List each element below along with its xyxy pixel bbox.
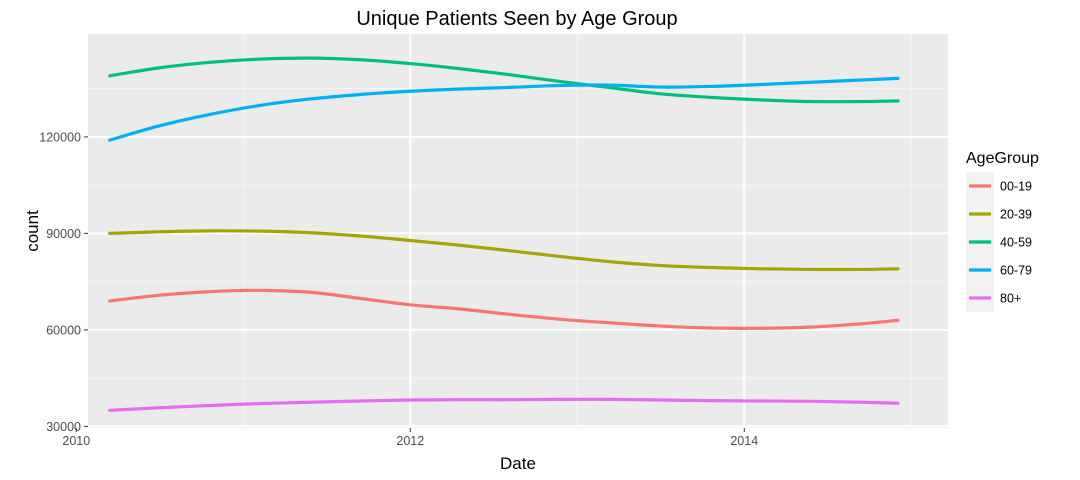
y-axis-ticks: 30000 60000 90000 120000 <box>39 130 88 434</box>
grid-major <box>75 34 948 428</box>
legend-title: AgeGroup <box>966 150 1039 167</box>
x-axis-ticks: 2010 2012 2014 <box>62 428 758 448</box>
x-axis-title: Date <box>500 454 536 473</box>
grid-minor <box>88 34 948 428</box>
series-line-60-79 <box>108 76 900 142</box>
x-tick-label: 2014 <box>730 434 758 448</box>
series-line-40-59 <box>108 56 900 104</box>
series-line-00-19 <box>108 288 900 330</box>
legend-label-00-19: 00-19 <box>1000 180 1032 194</box>
x-tick-label: 2010 <box>62 434 90 448</box>
legend-label-80+: 80+ <box>1000 292 1021 306</box>
x-tick-label: 2012 <box>396 434 424 448</box>
legend-label-60-79: 60-79 <box>1000 264 1032 278</box>
y-axis-title: count <box>23 210 42 252</box>
series-line-80+ <box>108 397 900 412</box>
legend: AgeGroup 00-19 20-39 40-59 60-79 80+ <box>966 150 1039 312</box>
y-tick-label: 30000 <box>46 420 81 434</box>
y-tick-label: 60000 <box>46 323 81 337</box>
series-line-20-39 <box>108 229 900 272</box>
legend-label-20-39: 20-39 <box>1000 208 1032 222</box>
y-tick-label: 90000 <box>46 227 81 241</box>
legend-label-40-59: 40-59 <box>1000 236 1032 250</box>
series-lines <box>108 56 900 412</box>
y-tick-label: 120000 <box>39 130 81 144</box>
chart-title: Unique Patients Seen by Age Group <box>356 8 677 30</box>
